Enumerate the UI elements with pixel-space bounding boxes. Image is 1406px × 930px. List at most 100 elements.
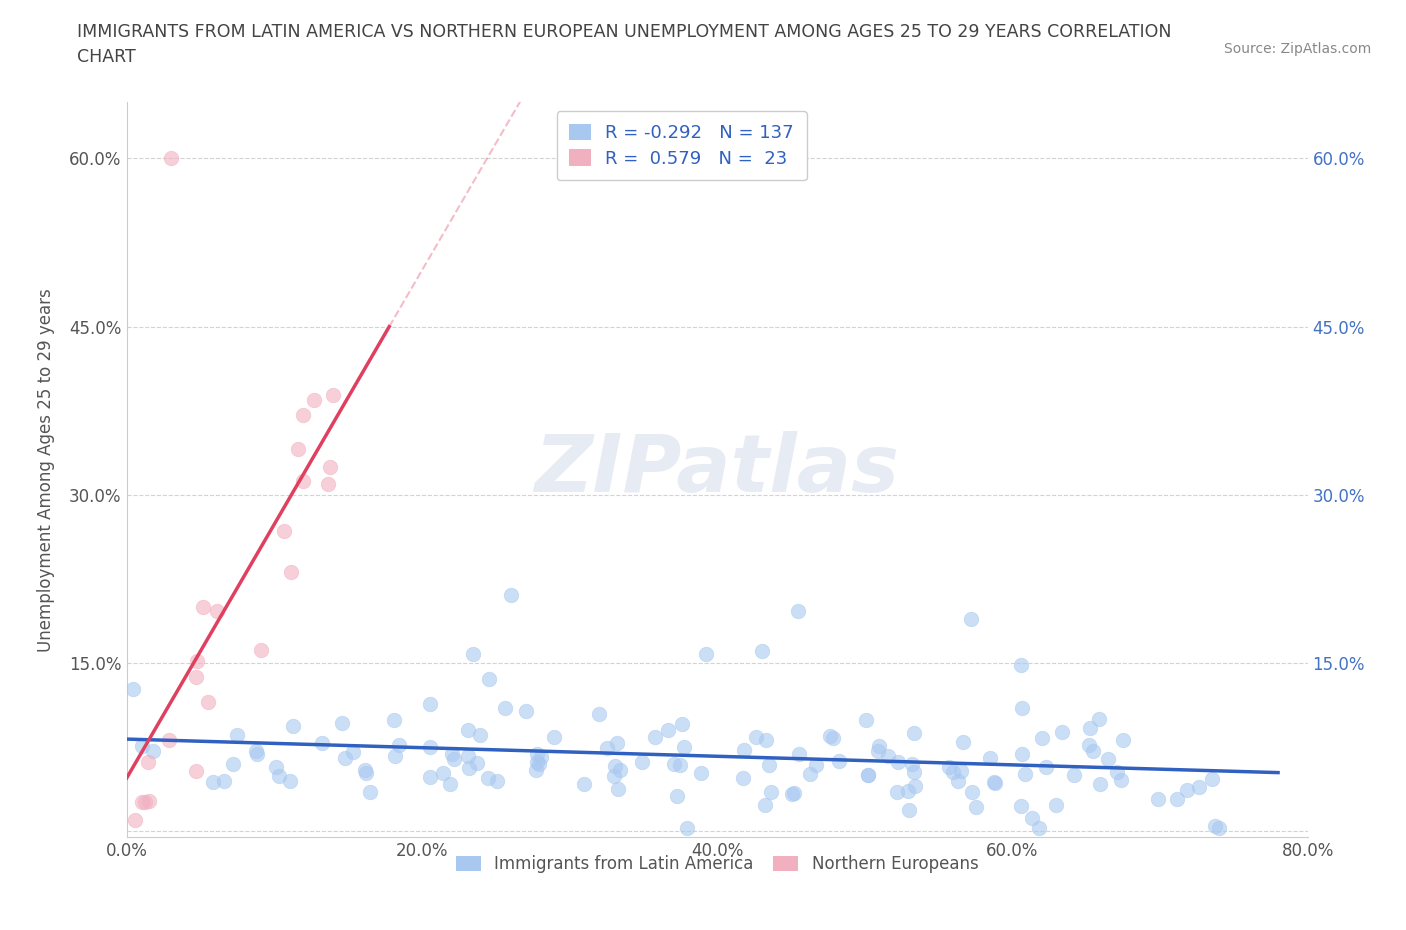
Point <box>439 777 461 791</box>
Text: IMMIGRANTS FROM LATIN AMERICA VS NORTHERN EUROPEAN UNEMPLOYMENT AMONG AGES 25 TO: IMMIGRANTS FROM LATIN AMERICA VS NORTHER… <box>77 23 1171 41</box>
Point <box>855 712 877 727</box>
Point <box>603 769 626 784</box>
Point <box>754 798 776 813</box>
Point <box>965 799 987 814</box>
Point <box>121 682 143 697</box>
Point <box>477 771 499 786</box>
Point <box>1204 819 1226 834</box>
Point <box>142 743 165 758</box>
Point <box>960 784 983 799</box>
Point <box>1097 751 1119 766</box>
Point <box>526 746 548 761</box>
Point <box>486 773 509 788</box>
Y-axis label: Unemployment Among Ages 25 to 29 years: Unemployment Among Ages 25 to 29 years <box>38 287 55 652</box>
Point <box>443 752 465 767</box>
Point <box>799 766 821 781</box>
Point <box>984 776 1007 790</box>
Point <box>876 749 898 764</box>
Point <box>606 736 628 751</box>
Point <box>959 612 981 627</box>
Point <box>1010 798 1032 813</box>
Point <box>1063 768 1085 783</box>
Point <box>657 723 679 737</box>
Point <box>388 737 411 752</box>
Point <box>205 604 228 618</box>
Point <box>225 728 247 743</box>
Point <box>780 787 803 802</box>
Point <box>342 745 364 760</box>
Point <box>419 697 441 711</box>
Point <box>1147 792 1170 807</box>
Point <box>124 813 146 828</box>
Point <box>858 768 880 783</box>
Point <box>664 756 686 771</box>
Point <box>783 786 806 801</box>
Point <box>311 736 333 751</box>
Point <box>384 712 406 727</box>
Point <box>787 747 810 762</box>
Point <box>588 707 610 722</box>
Point <box>463 647 485 662</box>
Point <box>1052 724 1074 739</box>
Point <box>818 728 841 743</box>
Point <box>898 803 921 817</box>
Point <box>250 643 273 658</box>
Point <box>419 740 441 755</box>
Point <box>804 757 827 772</box>
Point <box>983 775 1005 790</box>
Point <box>607 781 630 796</box>
Text: ZIPatlas: ZIPatlas <box>534 431 900 509</box>
Point <box>273 524 295 538</box>
Point <box>695 646 717 661</box>
Point <box>904 779 927 794</box>
Point <box>1028 820 1050 835</box>
Point <box>458 761 481 776</box>
Point <box>184 764 207 778</box>
Point <box>134 795 156 810</box>
Point <box>214 773 236 788</box>
Point <box>186 653 208 668</box>
Point <box>1010 658 1032 672</box>
Point <box>948 773 970 788</box>
Point <box>287 441 309 456</box>
Point <box>1011 701 1033 716</box>
Point <box>280 774 302 789</box>
Point <box>868 738 890 753</box>
Point <box>530 750 553 764</box>
Point <box>938 759 960 774</box>
Point <box>197 694 219 709</box>
Point <box>419 769 441 784</box>
Text: CHART: CHART <box>77 48 136 66</box>
Point <box>494 700 516 715</box>
Point <box>1035 760 1057 775</box>
Point <box>856 767 879 782</box>
Point <box>280 565 302 579</box>
Point <box>465 756 488 771</box>
Point <box>1109 772 1132 787</box>
Point <box>668 758 690 773</box>
Point <box>755 733 778 748</box>
Point <box>136 755 159 770</box>
Point <box>644 730 666 745</box>
Point <box>1107 765 1129 780</box>
Point <box>292 407 315 422</box>
Point <box>901 757 924 772</box>
Point <box>731 770 754 785</box>
Point <box>671 716 693 731</box>
Point <box>264 760 287 775</box>
Point <box>603 759 626 774</box>
Point <box>354 763 377 777</box>
Point <box>903 764 925 779</box>
Point <box>787 604 810 618</box>
Point <box>316 477 339 492</box>
Point <box>609 763 631 777</box>
Point <box>319 459 342 474</box>
Point <box>1166 792 1188 807</box>
Point <box>1201 772 1223 787</box>
Point <box>1081 744 1104 759</box>
Point <box>202 775 225 790</box>
Point <box>1014 766 1036 781</box>
Point <box>1208 820 1230 835</box>
Point <box>821 731 844 746</box>
Point <box>322 388 344 403</box>
